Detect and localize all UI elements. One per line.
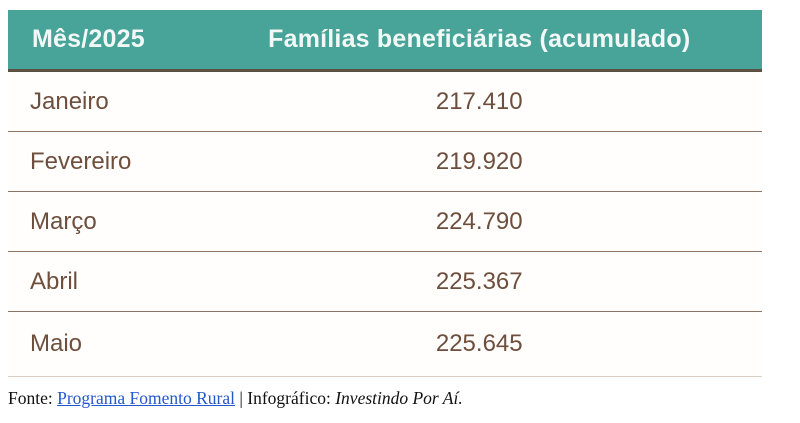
families-value-cell: 219.920 bbox=[435, 147, 523, 175]
families-value-cell: 225.645 bbox=[435, 330, 523, 357]
column-header-month: Mês/2025 bbox=[32, 25, 145, 53]
credit-name: Investindo Por Aí. bbox=[335, 388, 463, 408]
month-cell: Abril bbox=[30, 267, 79, 295]
source-label: Fonte: bbox=[8, 388, 53, 408]
families-value-cell: 225.367 bbox=[435, 267, 523, 295]
credit-label: Infográfico: bbox=[247, 388, 331, 408]
table-row: Maio 225.645 bbox=[8, 312, 762, 377]
month-cell: Fevereiro bbox=[30, 147, 132, 175]
table-row: Março 224.790 bbox=[8, 192, 762, 252]
families-value-cell: 224.790 bbox=[435, 207, 523, 235]
month-cell: Janeiro bbox=[30, 87, 109, 115]
month-cell: Maio bbox=[30, 330, 83, 357]
source-line: Fonte: Programa Fomento Rural | Infográf… bbox=[8, 388, 463, 409]
month-cell: Março bbox=[30, 207, 97, 235]
table-row: Janeiro 217.410 bbox=[8, 72, 762, 132]
table-row: Abril 225.367 bbox=[8, 252, 762, 312]
table-header-row: Mês/2025 Famílias beneficiárias (acumula… bbox=[8, 10, 762, 72]
table-row: Fevereiro 219.920 bbox=[8, 132, 762, 192]
families-value-cell: 217.410 bbox=[435, 87, 523, 115]
beneficiaries-table: Mês/2025 Famílias beneficiárias (acumula… bbox=[8, 10, 762, 377]
footer-separator: | bbox=[239, 388, 243, 408]
column-header-families: Famílias beneficiárias (acumulado) bbox=[268, 25, 691, 53]
source-link[interactable]: Programa Fomento Rural bbox=[57, 388, 235, 408]
